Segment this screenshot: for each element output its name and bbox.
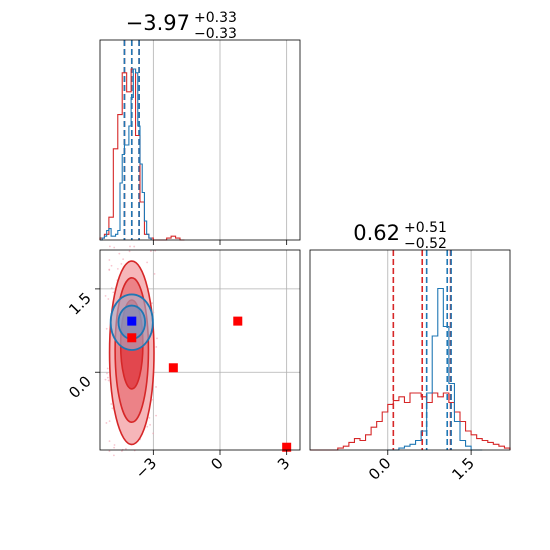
joint-sample-point <box>152 398 154 401</box>
joint-sample-point <box>107 379 110 382</box>
joint-sample-point <box>133 245 136 248</box>
marginal-x1-panel: −3.97 +0.33−0.33 <box>99 10 301 245</box>
joint-xtick-label-1: 0 <box>207 454 226 473</box>
joint-sample-point <box>108 268 111 271</box>
tl-title-plus: +0.33 <box>194 10 237 26</box>
br-s1-hist-step <box>387 287 483 451</box>
tl-frame <box>99 39 301 241</box>
joint-sample-point <box>108 245 111 248</box>
joint-sample-point <box>151 302 154 305</box>
br-title-value: 0.62 <box>353 221 400 245</box>
joint-sample-point <box>112 291 115 294</box>
br-xtick-label-0: 0.0 <box>365 454 395 484</box>
tl-s0-hist-step <box>99 68 185 241</box>
joint-xtick-label-2: 3 <box>274 454 293 473</box>
joint-sample-point <box>152 311 155 314</box>
joint-red-marker-0 <box>127 333 137 343</box>
joint-red-marker-1 <box>168 363 178 373</box>
joint-ytick-label-0: 0.0 <box>65 372 95 402</box>
joint-sample-point <box>146 261 149 264</box>
joint-sample-point <box>107 298 110 300</box>
joint-sample-point <box>104 294 107 297</box>
joint-sample-point <box>128 250 131 253</box>
joint-sample-point <box>146 425 149 428</box>
joint-sample-point <box>149 423 151 426</box>
joint-sample-point <box>155 414 157 417</box>
joint-red-marker-2 <box>233 316 243 326</box>
joint-sample-point <box>112 454 115 457</box>
joint-sample-point <box>155 386 157 388</box>
joint-ytick-label-1: 1.5 <box>65 289 95 319</box>
joint-sample-point <box>149 250 152 253</box>
tl-title-value: −3.97 <box>126 11 190 35</box>
joint-xtick-label-0: −3 <box>132 454 160 482</box>
joint-sample-point <box>108 420 111 423</box>
joint-sample-point <box>104 378 107 381</box>
joint-sample-point <box>129 245 131 248</box>
joint-sample-point <box>108 450 111 453</box>
br-title-plus: +0.51 <box>404 220 447 236</box>
joint-red-marker-3 <box>282 442 292 452</box>
marginal-x2-panel: 0.0 1.5 0.62 +0.51−0.52 <box>309 220 511 484</box>
joint-sample-point <box>108 440 111 443</box>
joint-sample-point <box>155 346 158 348</box>
joint-sample-point <box>120 263 123 265</box>
joint-sample-point <box>111 407 114 410</box>
joint-sample-point <box>122 258 125 261</box>
br-frame <box>309 249 511 451</box>
joint-sample-point <box>152 432 155 435</box>
joint-sample-point <box>153 273 156 275</box>
joint-sample-point <box>118 252 121 255</box>
joint-sample-point <box>106 367 109 370</box>
joint-sample-point <box>148 416 151 419</box>
joint-sample-point <box>116 268 119 270</box>
joint-sample-point <box>108 259 111 261</box>
joint-sample-point <box>113 446 116 449</box>
br-title-minus: −0.52 <box>404 236 447 252</box>
br-s0-hist-step <box>310 392 511 451</box>
joint-sample-point <box>110 264 113 267</box>
joint-sample-point <box>113 444 116 446</box>
tl-title-minus: −0.33 <box>194 26 237 42</box>
joint-sample-point <box>105 327 108 330</box>
tl-s1-hist-step <box>100 68 152 241</box>
br-xtick-label-1: 1.5 <box>448 454 478 484</box>
joint-blue-marker-0 <box>127 316 137 326</box>
joint-sample-point <box>113 246 116 249</box>
joint-sample-point <box>125 447 127 450</box>
joint-sample-point <box>106 376 109 379</box>
joint-sample-point <box>156 337 158 340</box>
joint-sample-point <box>110 403 113 405</box>
joint-sample-point <box>110 287 113 289</box>
joint-sample-point <box>106 372 108 375</box>
joint-sample-point <box>105 422 108 424</box>
joint-panel: −3 0 3 0.0 1.5 <box>65 245 301 482</box>
joint-frame <box>99 249 301 451</box>
